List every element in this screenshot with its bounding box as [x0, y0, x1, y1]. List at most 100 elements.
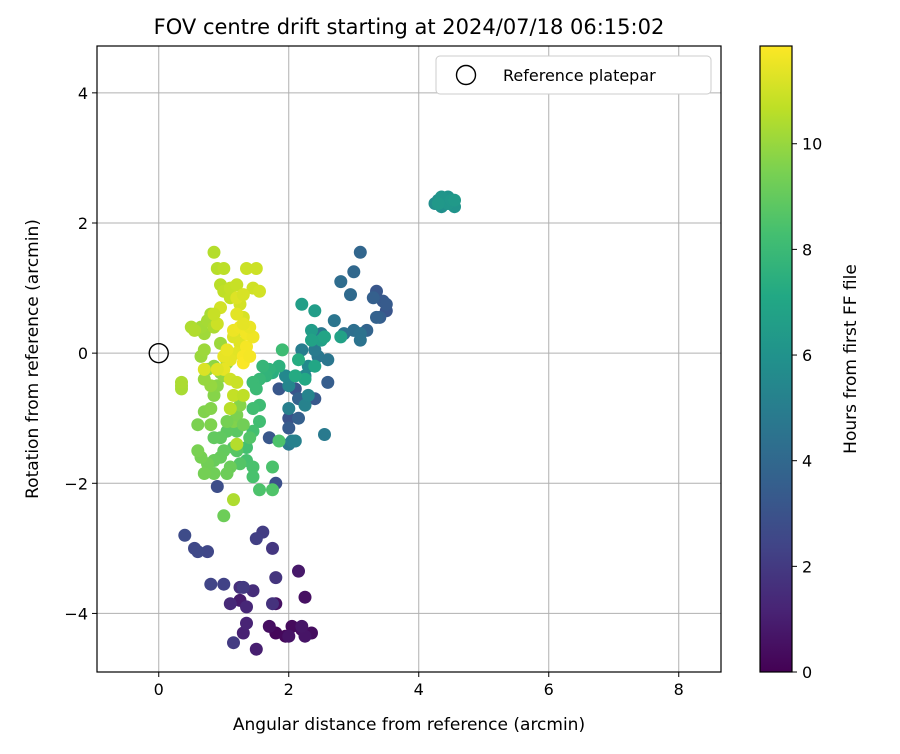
data-point — [220, 467, 234, 480]
legend-box — [435, 55, 712, 95]
data-point — [431, 197, 445, 210]
data-point — [308, 343, 322, 357]
y-tick-label: −4 — [64, 604, 88, 623]
data-point — [266, 541, 279, 555]
colorbar — [759, 45, 793, 673]
data-point — [285, 619, 299, 633]
data-point — [223, 597, 237, 611]
data-point — [197, 343, 211, 357]
data-point — [178, 528, 192, 542]
data-point — [292, 353, 305, 367]
data-point — [249, 532, 263, 546]
y-tick-label: 2 — [78, 214, 88, 233]
data-point — [236, 288, 250, 302]
data-point — [298, 590, 312, 604]
data-point — [249, 642, 263, 656]
data-point — [347, 265, 361, 279]
data-point — [217, 509, 231, 523]
data-point — [295, 619, 309, 633]
x-tick-label: 0 — [154, 680, 164, 699]
data-point — [379, 297, 393, 311]
data-point — [230, 278, 244, 292]
data-point — [288, 434, 302, 448]
data-point — [217, 577, 231, 591]
data-point — [230, 307, 244, 321]
data-point — [207, 431, 221, 445]
data-point — [223, 402, 237, 415]
data-point — [298, 629, 312, 643]
data-point — [366, 291, 380, 305]
data-point — [295, 297, 309, 311]
data-point — [240, 600, 253, 614]
data-point — [266, 460, 279, 474]
data-point — [321, 353, 335, 367]
data-point — [298, 398, 312, 412]
data-point — [217, 262, 231, 275]
data-point — [256, 359, 270, 373]
data-point — [275, 343, 289, 357]
data-point — [448, 193, 461, 207]
data-point — [334, 330, 348, 344]
data-point — [262, 619, 276, 633]
data-point — [220, 343, 234, 357]
colorbar-ticks: 0 2 4 6 8 10 — [792, 135, 822, 682]
data-point — [246, 402, 260, 415]
grid-lines — [97, 46, 721, 672]
data-point — [230, 437, 244, 451]
data-point — [282, 402, 296, 415]
data-point — [240, 616, 253, 630]
data-point — [243, 349, 257, 363]
data-point — [318, 428, 331, 441]
colorbar-tick-label: 10 — [802, 135, 822, 154]
data-point — [288, 369, 302, 383]
data-point — [201, 545, 214, 559]
data-point — [204, 402, 218, 415]
colorbar-tick-label: 8 — [802, 240, 812, 259]
legend: Reference platepar — [435, 55, 712, 95]
data-point — [321, 375, 335, 389]
data-point — [227, 388, 240, 402]
y-tick-label: −2 — [64, 474, 88, 493]
data-point — [269, 571, 283, 585]
legend-label: Reference platepar — [503, 66, 656, 85]
x-axis-ticks: 0 2 4 6 8 — [154, 672, 684, 699]
data-point — [308, 359, 322, 373]
data-point — [197, 372, 211, 386]
colorbar-label: Hours from first FF file — [841, 264, 861, 454]
data-point — [282, 629, 296, 643]
data-point — [246, 470, 260, 484]
data-point — [272, 434, 286, 448]
data-point — [210, 317, 224, 331]
data-point — [236, 418, 250, 432]
data-point — [301, 388, 315, 402]
y-tick-label: 4 — [78, 84, 88, 103]
data-point — [272, 382, 286, 396]
chart-title: FOV centre drift starting at 2024/07/18 … — [154, 15, 665, 39]
data-point — [253, 284, 266, 298]
data-point — [191, 545, 205, 559]
data-point — [253, 415, 266, 428]
data-point — [344, 288, 357, 302]
data-point — [327, 314, 341, 328]
data-point — [249, 382, 263, 396]
colorbar-tick-label: 2 — [802, 557, 812, 576]
reference-platepar-marker — [148, 342, 169, 364]
data-point — [204, 418, 218, 432]
data-point — [282, 411, 296, 425]
data-point — [191, 444, 205, 458]
data-point — [318, 330, 331, 344]
data-point — [292, 411, 305, 425]
data-point — [207, 307, 221, 321]
data-point — [236, 317, 250, 331]
data-point — [227, 493, 240, 507]
colorbar-tick-label: 0 — [802, 663, 812, 682]
y-axis-label: Rotation from reference (arcmin) — [23, 219, 43, 499]
y-tick-label: 0 — [78, 344, 88, 363]
data-point — [175, 375, 188, 389]
x-tick-label: 6 — [544, 680, 554, 699]
data-point — [230, 375, 244, 389]
data-point — [240, 340, 253, 354]
data-point — [207, 467, 221, 480]
data-point — [253, 483, 266, 497]
